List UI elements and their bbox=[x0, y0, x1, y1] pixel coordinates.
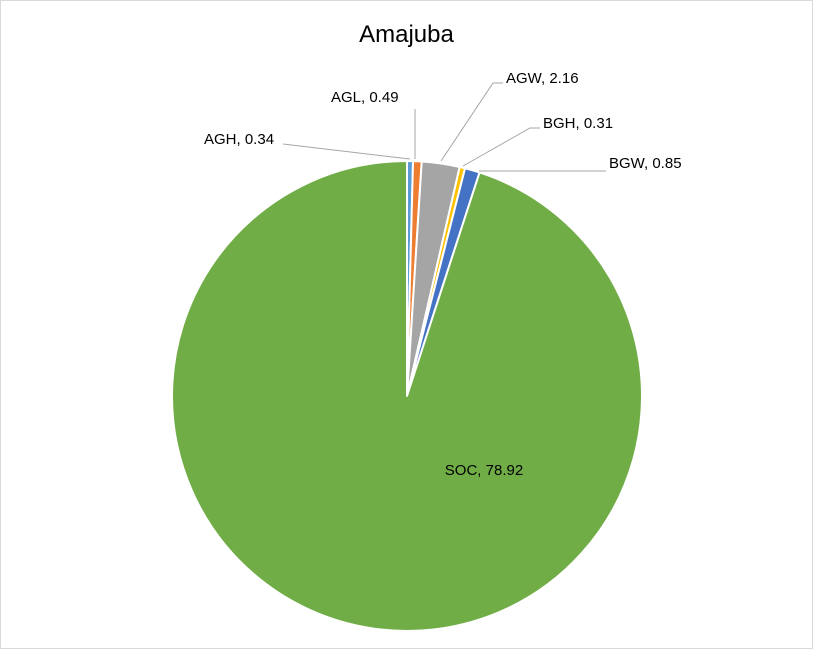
leader-line-bgh bbox=[462, 127, 540, 167]
data-label-agh: AGH, 0.34 bbox=[204, 131, 274, 148]
pie-slice-soc bbox=[171, 160, 643, 632]
data-label-bgw: BGW, 0.85 bbox=[609, 155, 682, 172]
leader-line-agw bbox=[440, 82, 503, 162]
data-label-agw: AGW, 2.16 bbox=[506, 70, 579, 87]
data-label-soc: SOC, 78.92 bbox=[445, 462, 523, 479]
data-label-bgh: BGH, 0.31 bbox=[543, 115, 613, 132]
data-label-agl: AGL, 0.49 bbox=[331, 89, 399, 106]
chart-title: Amajuba bbox=[359, 21, 454, 48]
leader-line-agh bbox=[282, 143, 411, 160]
